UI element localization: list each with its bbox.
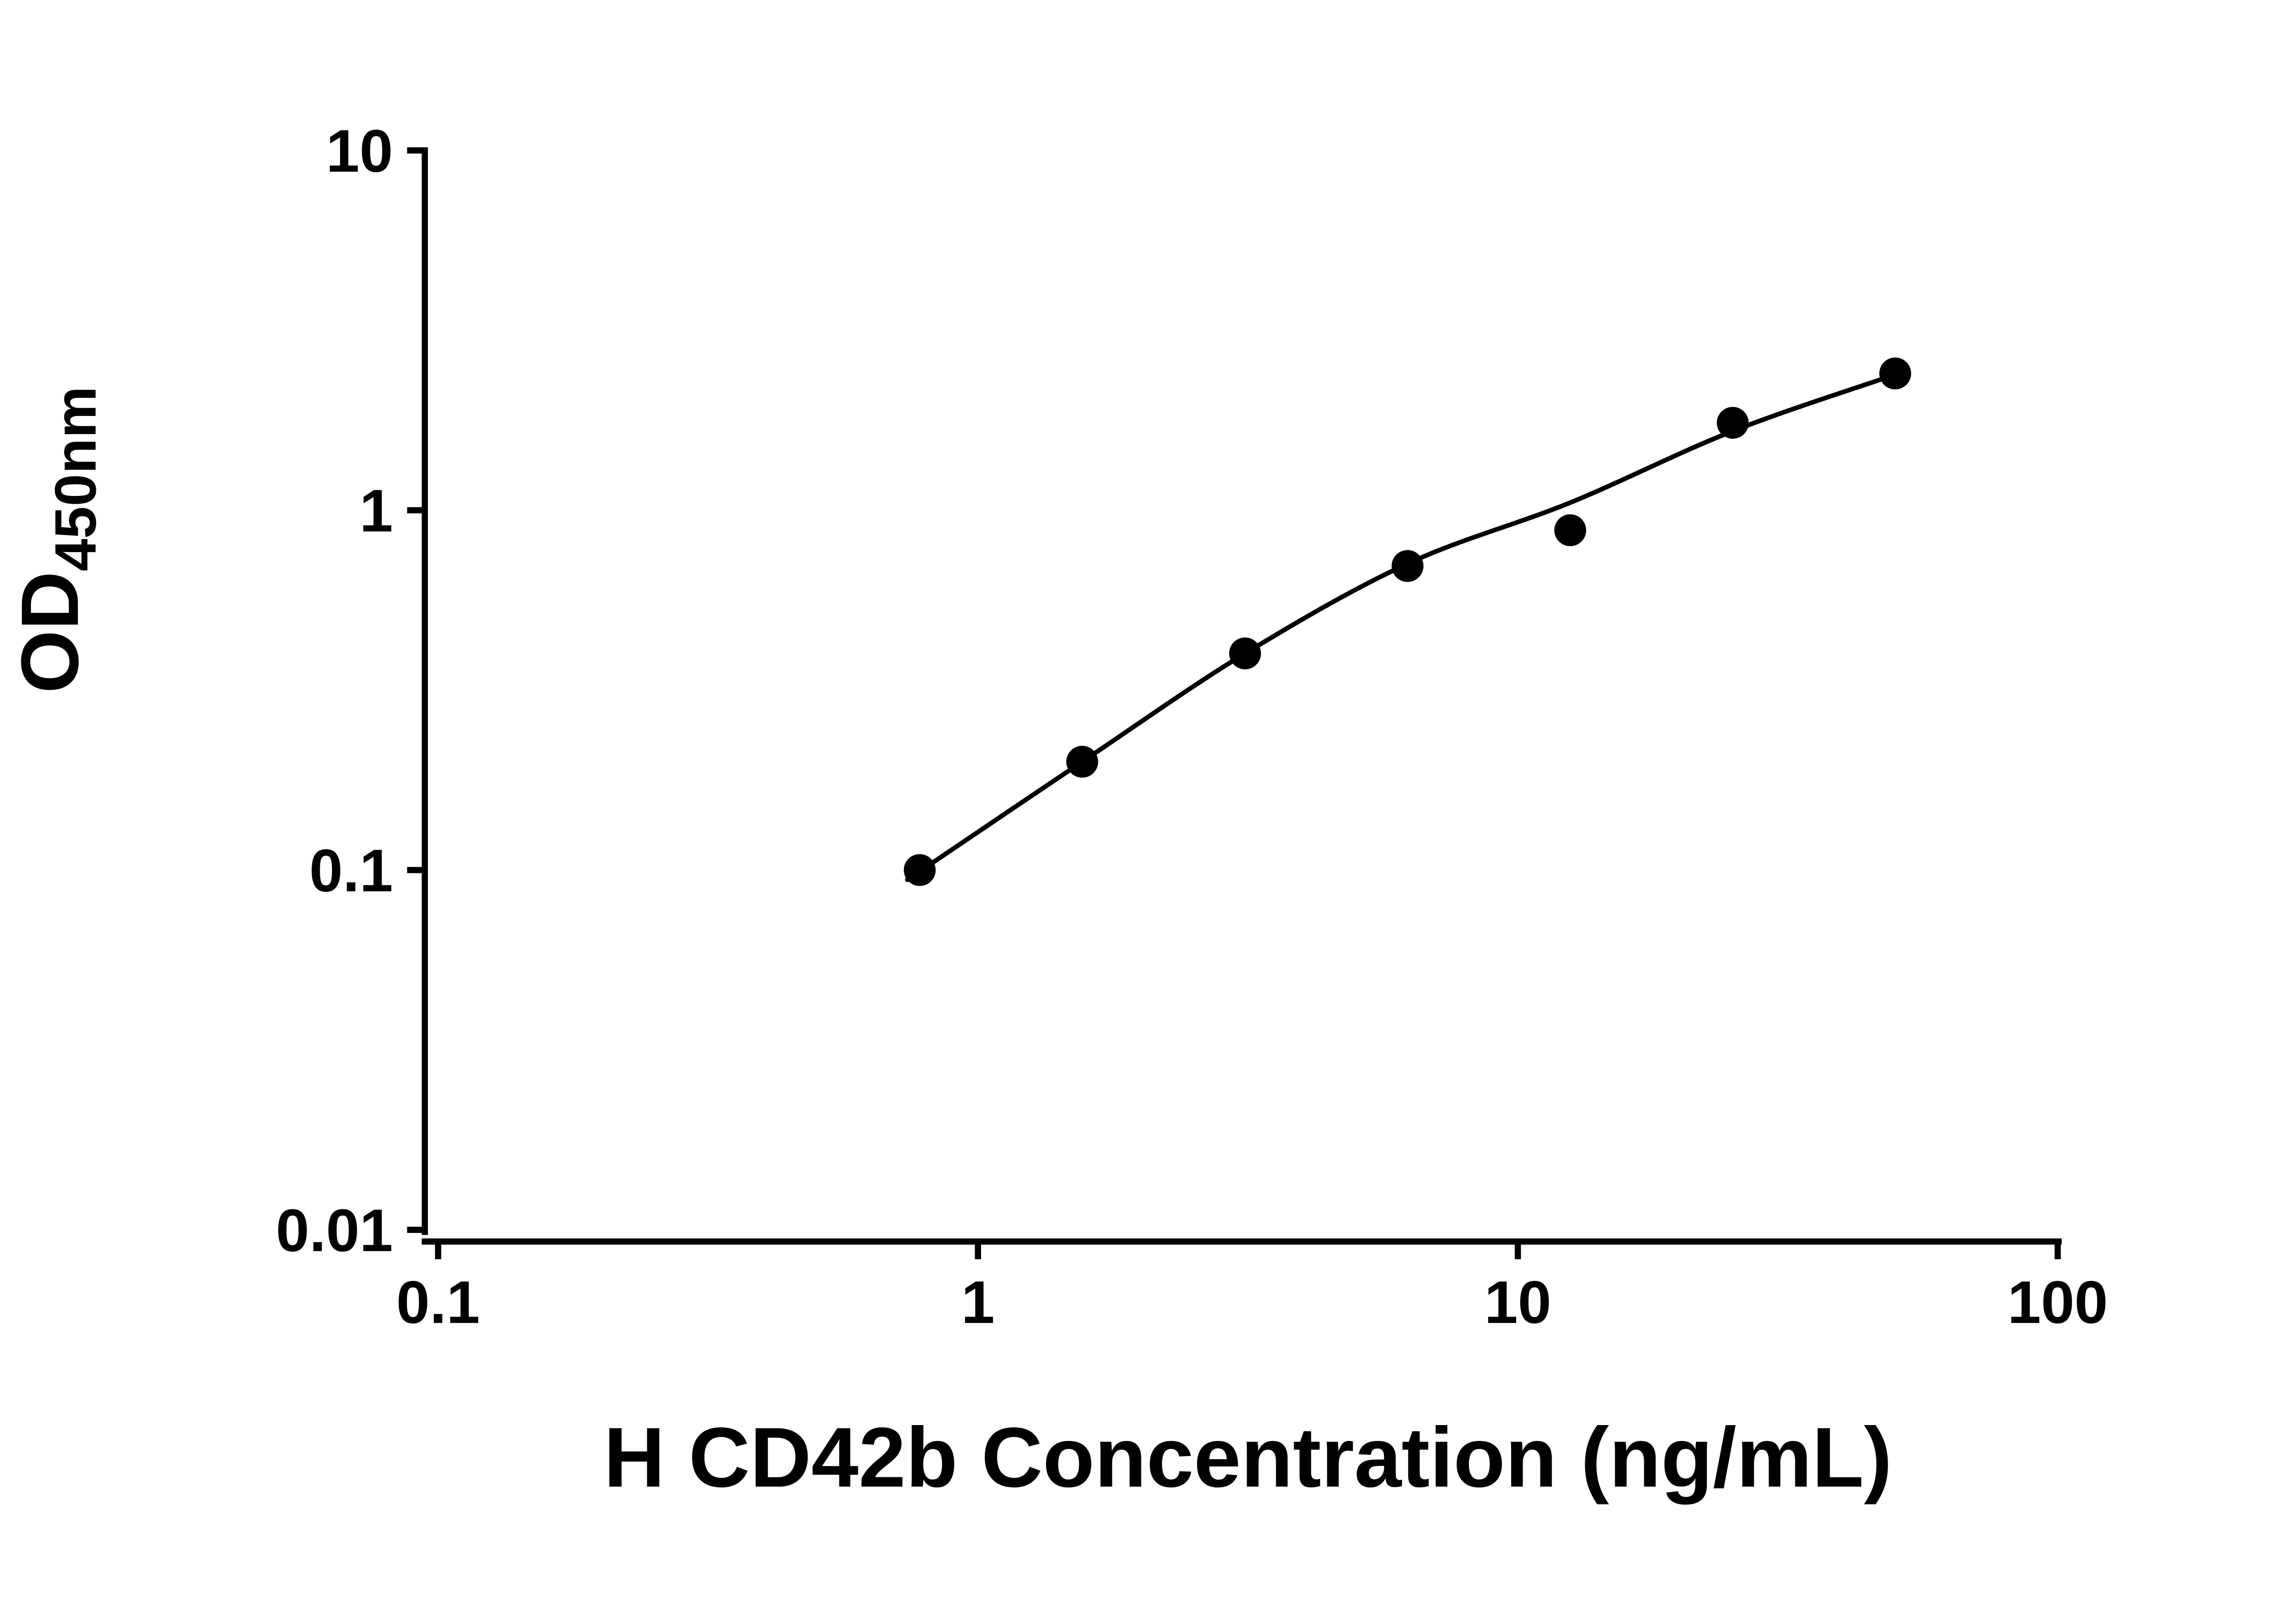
y-axis-title-main: OD <box>4 571 95 693</box>
y-tick-label: 0.1 <box>309 837 393 905</box>
x-axis-title: H CD42b Concentration (ng/mL) <box>604 1410 1892 1505</box>
x-axis-ticks: 0.1 1 10 100 <box>396 1241 2108 1336</box>
data-point <box>903 854 936 886</box>
data-point <box>1229 637 1261 669</box>
y-tick-label: 10 <box>326 118 393 185</box>
elisa-standard-curve-figure: 10 1 0.1 0.01 0.1 1 10 100 H CD42b Concentrati… <box>4 118 2108 1505</box>
data-series-points <box>903 357 1911 886</box>
data-point <box>1716 406 1749 439</box>
data-point <box>1554 514 1587 546</box>
x-tick-label: 100 <box>2008 1269 2108 1336</box>
data-point <box>1879 357 1911 390</box>
x-tick-label: 10 <box>1484 1269 1551 1336</box>
y-axis-ticks: 10 1 0.1 0.01 <box>276 118 425 1264</box>
x-tick-label: 0.1 <box>396 1269 480 1336</box>
x-tick-label: 1 <box>961 1269 995 1336</box>
data-point <box>1066 746 1098 778</box>
y-axis-title: OD450nm <box>4 386 108 693</box>
y-axis-title-subscript: 450nm <box>43 386 108 571</box>
axes <box>421 147 2062 1245</box>
data-point <box>1391 550 1424 582</box>
fit-curve <box>905 372 1898 882</box>
y-tick-label: 0.01 <box>276 1197 393 1264</box>
y-tick-label: 1 <box>359 477 393 545</box>
